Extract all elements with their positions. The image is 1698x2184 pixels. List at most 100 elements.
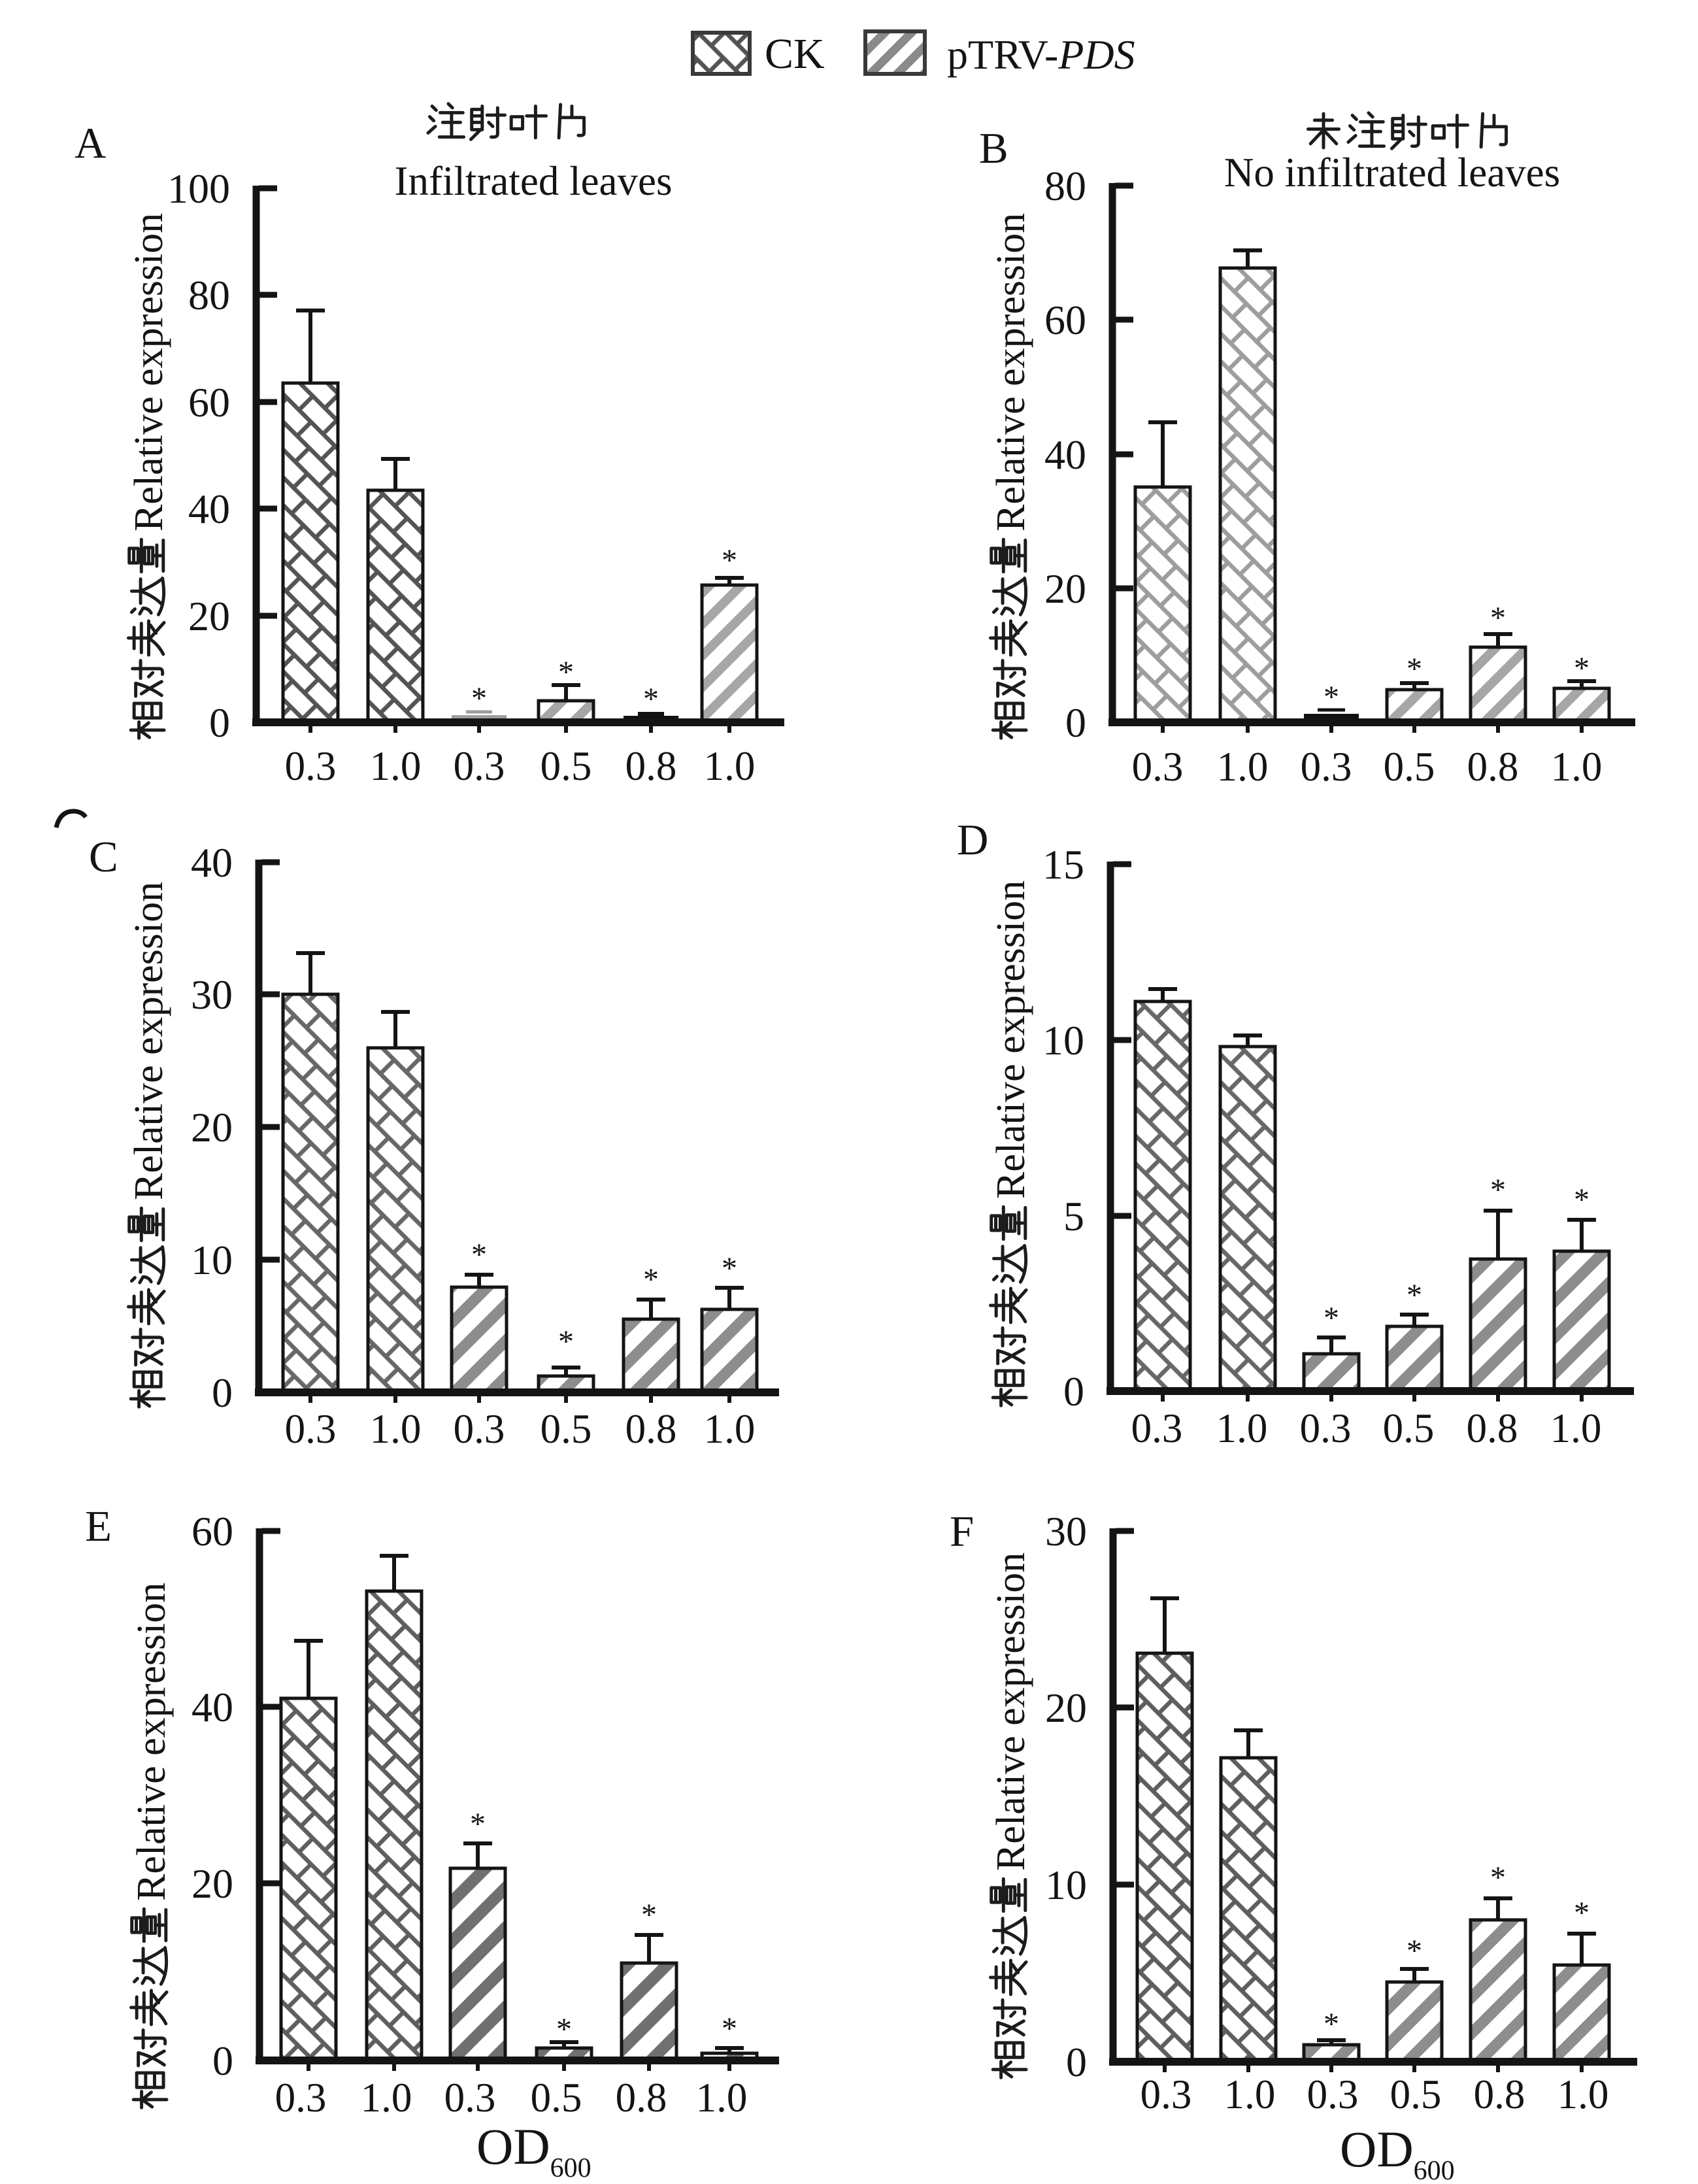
svg-text:20: 20 [1044, 565, 1086, 612]
svg-text:0.3: 0.3 [285, 743, 337, 789]
svg-text:1.0: 1.0 [704, 743, 756, 789]
svg-text:C: C [89, 833, 118, 881]
svg-text:5: 5 [1063, 1193, 1084, 1239]
svg-text:10: 10 [191, 1237, 233, 1283]
svg-text:*: * [1323, 680, 1339, 714]
svg-text:Infiltrated leaves: Infiltrated leaves [394, 158, 672, 204]
svg-text:1.0: 1.0 [1557, 2072, 1609, 2117]
svg-text:1.0: 1.0 [1216, 1405, 1268, 1451]
svg-text:Relative expression: Relative expression [129, 1583, 174, 1901]
svg-text:10: 10 [1042, 1017, 1084, 1064]
svg-text:*: * [558, 1324, 574, 1359]
svg-text:0.3: 0.3 [1301, 744, 1352, 790]
svg-text:*: * [1574, 1183, 1590, 1217]
svg-text:0.8: 0.8 [616, 2075, 667, 2121]
svg-text:*: * [1490, 1173, 1506, 1207]
svg-text:40: 40 [191, 1684, 233, 1730]
svg-text:E: E [85, 1502, 112, 1551]
svg-text:1.0: 1.0 [704, 1406, 756, 1452]
svg-text:0.5: 0.5 [1390, 2072, 1442, 2117]
svg-text:0.8: 0.8 [625, 743, 677, 789]
svg-text:1.0: 1.0 [1217, 744, 1269, 790]
svg-text:30: 30 [1045, 1508, 1087, 1554]
svg-text:Relative expression: Relative expression [989, 213, 1033, 531]
svg-text:40: 40 [191, 839, 233, 886]
svg-text:80: 80 [1044, 163, 1086, 209]
svg-text:15: 15 [1042, 841, 1084, 888]
svg-text:1.0: 1.0 [1224, 2072, 1276, 2117]
svg-text:A: A [75, 119, 106, 167]
svg-text:*: * [1490, 1860, 1506, 1895]
svg-text:*: * [643, 1262, 659, 1297]
svg-text:20: 20 [188, 593, 230, 639]
svg-text:0.3: 0.3 [454, 1406, 505, 1452]
svg-text:pTRV-PDS: pTRV-PDS [947, 31, 1135, 78]
svg-text:0.5: 0.5 [531, 2075, 582, 2121]
svg-text:80: 80 [188, 272, 230, 318]
svg-text:0.3: 0.3 [444, 2075, 496, 2121]
svg-text:0.8: 0.8 [1474, 2072, 1525, 2117]
svg-text:0: 0 [212, 1369, 233, 1416]
svg-text:*: * [1407, 1278, 1422, 1313]
svg-text:1.0: 1.0 [370, 743, 422, 789]
svg-text:*: * [471, 1237, 487, 1272]
svg-text:*: * [556, 2012, 572, 2047]
svg-text:0.3: 0.3 [1300, 1405, 1352, 1451]
svg-text:20: 20 [1045, 1685, 1087, 1731]
svg-text:0.8: 0.8 [1467, 744, 1519, 790]
svg-text:60: 60 [188, 379, 230, 426]
svg-text:*: * [1490, 601, 1506, 635]
svg-text:B: B [979, 124, 1008, 173]
svg-text:30: 30 [191, 971, 233, 1018]
svg-text:*: * [641, 1898, 657, 1932]
svg-text:100: 100 [167, 165, 230, 212]
svg-text:0.3: 0.3 [275, 2075, 327, 2121]
svg-text:*: * [1407, 1934, 1422, 1968]
svg-text:0: 0 [209, 699, 230, 746]
svg-text:0.3: 0.3 [1140, 2072, 1192, 2117]
svg-text:10: 10 [1045, 1862, 1087, 1908]
svg-text:1.0: 1.0 [1551, 744, 1603, 790]
svg-text:Relative expression: Relative expression [127, 882, 171, 1200]
svg-text:0.5: 0.5 [1384, 744, 1435, 790]
svg-text:*: * [722, 543, 737, 578]
svg-text:Relative expression: Relative expression [127, 213, 171, 531]
svg-text:60: 60 [1044, 297, 1086, 343]
svg-text:0.5: 0.5 [541, 1406, 592, 1452]
svg-text:0.3: 0.3 [454, 743, 505, 789]
svg-text:0.3: 0.3 [1132, 744, 1184, 790]
svg-text:0: 0 [1065, 699, 1086, 746]
svg-text:20: 20 [191, 1860, 233, 1907]
svg-text:20: 20 [191, 1104, 233, 1151]
svg-text:CK: CK [765, 30, 825, 78]
svg-text:0.8: 0.8 [1467, 1405, 1518, 1451]
svg-text:D: D [957, 816, 988, 864]
svg-text:40: 40 [188, 486, 230, 532]
svg-text:*: * [1574, 651, 1590, 686]
svg-text:*: * [558, 655, 574, 690]
svg-text:*: * [722, 2011, 737, 2046]
svg-text:0: 0 [1066, 2039, 1087, 2085]
svg-text:No infiltrated leaves: No infiltrated leaves [1224, 150, 1560, 195]
svg-text:0.8: 0.8 [625, 1406, 677, 1452]
svg-text:0: 0 [212, 2038, 233, 2084]
svg-text:Relative expression: Relative expression [989, 881, 1033, 1199]
svg-text:0.5: 0.5 [1383, 1405, 1435, 1451]
svg-text:F: F [950, 1507, 974, 1556]
svg-text:*: * [471, 681, 487, 716]
svg-text:0: 0 [1063, 1368, 1084, 1415]
svg-text:1.0: 1.0 [370, 1406, 422, 1452]
svg-text:*: * [1407, 652, 1422, 686]
svg-text:*: * [1323, 2007, 1339, 2041]
svg-text:40: 40 [1044, 431, 1086, 478]
svg-text:60: 60 [191, 1508, 233, 1554]
svg-text:0.5: 0.5 [541, 743, 592, 789]
svg-text:*: * [1574, 1896, 1590, 1930]
svg-text:0.3: 0.3 [285, 1406, 337, 1452]
svg-text:*: * [1323, 1301, 1339, 1336]
svg-text:*: * [722, 1251, 737, 1286]
svg-text:*: * [470, 1807, 486, 1841]
svg-text:0.3: 0.3 [1307, 2072, 1359, 2117]
svg-text:1.0: 1.0 [361, 2075, 412, 2121]
svg-text:Relative expression: Relative expression [989, 1553, 1033, 1871]
